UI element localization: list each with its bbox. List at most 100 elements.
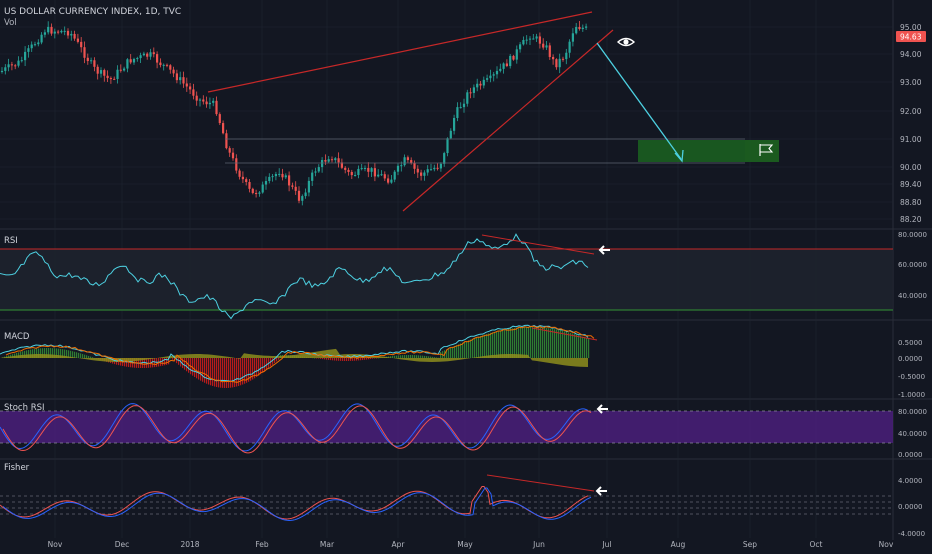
candle-body [449, 130, 452, 139]
macd-bar [162, 358, 164, 366]
macd-bar [468, 340, 470, 358]
macd-bar [418, 355, 420, 358]
candle-body [423, 172, 426, 176]
time-tick: Jul [601, 540, 611, 549]
projection-arrow[interactable] [596, 42, 682, 160]
macd-bar [16, 352, 18, 358]
lower-trendline[interactable] [402, 29, 614, 212]
macd-bar [518, 327, 520, 358]
candle-body [185, 83, 188, 87]
candle-body [159, 62, 162, 66]
macd-bar [512, 328, 514, 358]
macd-bar [316, 358, 318, 359]
last-price-badge [896, 31, 926, 42]
macd-bar [256, 358, 258, 377]
candle-body [476, 83, 479, 88]
candle-body [73, 33, 76, 39]
macd-bar [194, 358, 196, 377]
candle-body [37, 42, 40, 45]
candle-body [367, 167, 370, 172]
macd-bar [372, 358, 374, 359]
candle-body [33, 44, 37, 46]
macd-bar [370, 358, 372, 360]
candle-body [4, 67, 7, 71]
last-price-label: 94.63 [900, 33, 922, 42]
macd-bar [78, 352, 80, 358]
candle-body [472, 87, 475, 93]
macd-bar [460, 343, 462, 358]
candle-body [456, 107, 459, 118]
candle-body [334, 158, 337, 161]
candle-body [139, 55, 142, 59]
candle-body [99, 70, 103, 74]
price-tick: 94.00 [900, 50, 922, 59]
price-tick: 88.20 [900, 215, 922, 224]
macd-bar [212, 358, 214, 386]
upper-trendline[interactable] [207, 11, 593, 93]
fisher-divergence-line [486, 474, 595, 492]
candle-body [340, 162, 343, 168]
macd-bar [346, 358, 348, 361]
candle-body [535, 36, 538, 39]
candle-body [509, 55, 512, 67]
macd-bar [202, 358, 204, 382]
macd-bar [176, 358, 178, 364]
candles [0, 20, 588, 206]
macd-signal-line [5, 325, 595, 383]
macd-bar [42, 348, 44, 358]
macd-bar [260, 358, 262, 375]
macd-bar [482, 335, 484, 358]
candle-body [70, 33, 73, 36]
candle-body [268, 176, 271, 182]
macd-tick: -0.5000 [898, 373, 925, 381]
macd-bar [62, 349, 64, 358]
macd-bar [182, 358, 184, 369]
rsi-label: RSI [4, 236, 18, 246]
macd-bar [516, 327, 518, 358]
macd-bar [352, 358, 354, 361]
macd-bar [244, 358, 246, 384]
candle-body [126, 59, 129, 69]
candle-body [502, 63, 505, 69]
macd-bar [330, 358, 332, 361]
flag-icon[interactable] [759, 144, 774, 156]
macd-bar [484, 334, 486, 358]
time-tick: Aug [671, 540, 686, 549]
macd-bar [522, 327, 524, 358]
macd-bar [414, 355, 416, 358]
candle-body [195, 95, 198, 101]
macd-bar [76, 352, 78, 358]
macd-bar [478, 336, 480, 358]
macd-bar [206, 358, 208, 384]
fisher-label: Fisher [4, 463, 30, 473]
rsi-tick: 80.0000 [898, 231, 927, 239]
candle-body [83, 47, 86, 58]
macd-bar [220, 358, 222, 388]
candle-body [113, 78, 116, 80]
left-arrow-icon [598, 245, 610, 255]
candle-body [63, 30, 66, 32]
macd-bar [324, 358, 326, 360]
macd-bar [68, 350, 70, 358]
macd-bar [400, 355, 402, 358]
macd-bar [534, 327, 536, 358]
macd-bar [200, 358, 202, 381]
candle-body [495, 70, 499, 75]
candle-body [50, 26, 53, 34]
candle-body [505, 63, 508, 67]
macd-bar [168, 358, 170, 365]
macd-bar [250, 358, 252, 381]
macd-bar [34, 348, 36, 358]
candle-body [215, 100, 218, 115]
fisher-levels [0, 495, 893, 515]
macd-bar [578, 335, 580, 358]
macd-bar [506, 329, 508, 358]
macd-bar [164, 358, 166, 366]
macd-bar [576, 334, 578, 358]
eye-icon[interactable] [616, 37, 636, 47]
candle-body [20, 60, 23, 62]
candle-body [317, 167, 320, 172]
candle-body [360, 168, 363, 170]
macd-bar [448, 348, 450, 358]
